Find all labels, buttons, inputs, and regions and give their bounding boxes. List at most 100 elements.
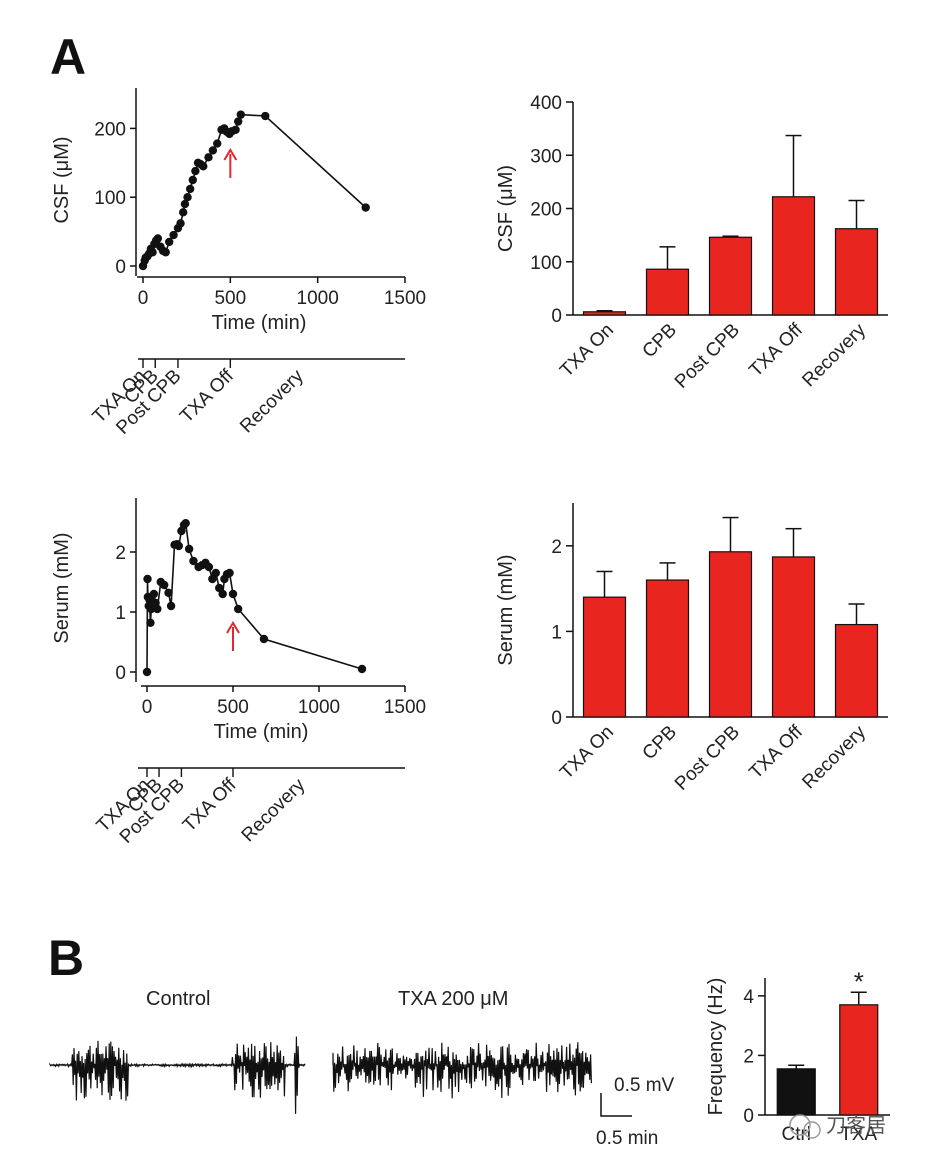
data-point <box>236 110 246 119</box>
bar <box>834 228 879 316</box>
data-point <box>218 589 227 599</box>
bar <box>839 1004 879 1116</box>
data-point <box>153 604 162 614</box>
y-axis-label: Serum (mM) <box>495 554 517 665</box>
red-arrow-head-icon <box>223 148 238 161</box>
y-tick-label: 0 <box>115 663 126 684</box>
category-label: Recovery <box>798 721 870 793</box>
txa-trace <box>332 1042 592 1099</box>
data-point <box>153 234 163 243</box>
data-point <box>165 237 174 247</box>
data-point <box>213 139 222 148</box>
data-point <box>142 667 152 677</box>
phase-label: TXA Off <box>176 365 238 427</box>
x-tick-label: 500 <box>217 697 249 718</box>
control-trace <box>49 1036 306 1114</box>
data-point <box>261 111 270 121</box>
data-point <box>185 184 195 194</box>
data-point <box>174 541 184 551</box>
serum-time-chart: 0 1 2 0 500 1000 1500 Time (min) Serum (mM) TXA O… <box>51 498 426 848</box>
category-label: TXA Off <box>745 721 807 783</box>
y-tick-label: 4 <box>743 987 754 1008</box>
y-tick-label: 100 <box>530 253 562 274</box>
y-tick-label: 0 <box>115 257 126 278</box>
data-point <box>211 568 220 578</box>
data-line <box>142 113 367 267</box>
phase-label: Recovery <box>238 774 310 846</box>
category-label: TXA Off <box>745 319 807 381</box>
red-arrow-head-icon <box>226 621 240 634</box>
category-label: TXA On <box>556 722 618 784</box>
data-point <box>204 153 213 162</box>
data-point <box>204 562 214 572</box>
y-tick-label: 1 <box>551 622 562 643</box>
watermark-icon <box>789 1114 811 1136</box>
bar <box>645 579 690 718</box>
data-point <box>189 556 198 566</box>
scale-bar-min-label: 0.5 min <box>596 1128 658 1149</box>
panel-label-a: A <box>50 29 86 85</box>
control-trace-title: Control <box>146 988 210 1010</box>
y-tick-label: 1 <box>115 603 126 624</box>
y-axis-label: CSF (μM) <box>51 136 73 223</box>
watermark-icon-2 <box>803 1121 821 1139</box>
y-tick-label: 0 <box>743 1106 754 1127</box>
scale-bar <box>600 1093 632 1117</box>
data-point <box>166 601 176 611</box>
data-point <box>357 664 367 674</box>
category-label: Post CPB <box>671 722 744 795</box>
watermark: 刀客居 <box>789 1114 886 1139</box>
y-tick-label: 300 <box>530 146 562 167</box>
phase-label: Recovery <box>236 365 308 437</box>
csf-time-chart: 0 100 200 0 500 1000 1500 Time (min) CSF (μM) TXA… <box>51 88 426 439</box>
bar <box>582 596 627 718</box>
data-point <box>208 146 218 155</box>
category-label: CPB <box>639 722 681 764</box>
data-point <box>148 248 157 257</box>
data-point <box>161 248 170 257</box>
x-axis-label: Time (min) <box>214 721 309 743</box>
category-label: TXA <box>840 1124 877 1145</box>
y-tick-label: 400 <box>530 93 562 114</box>
category-label: Recovery <box>798 319 870 391</box>
bar <box>771 196 816 316</box>
data-point <box>181 519 190 528</box>
y-tick-label: 2 <box>743 1046 754 1067</box>
y-tick-label: 0 <box>551 708 562 729</box>
txa-trace-title: TXA 200 μM <box>398 988 508 1010</box>
data-point <box>160 580 169 590</box>
bar <box>708 236 753 316</box>
significance-marker: * <box>854 966 864 996</box>
y-tick-label: 100 <box>94 188 126 209</box>
y-tick-label: 0 <box>551 306 562 327</box>
x-tick-label: 0 <box>138 288 149 309</box>
category-label: CPB <box>639 320 681 362</box>
bar <box>708 551 753 718</box>
data-point <box>164 588 173 597</box>
data-point <box>180 199 190 209</box>
data-point <box>361 203 370 212</box>
data-point <box>191 166 200 176</box>
data-point <box>199 162 208 171</box>
y-axis-label: Frequency (Hz) <box>705 978 727 1116</box>
data-point <box>184 544 194 554</box>
scale-bar-mv-label: 0.5 mV <box>614 1075 675 1096</box>
category-label: Post CPB <box>671 320 744 393</box>
data-point <box>233 117 243 126</box>
data-point <box>169 230 178 240</box>
phase-label: TXA Off <box>179 774 241 836</box>
x-tick-label: 1500 <box>384 288 426 309</box>
data-point <box>225 568 234 578</box>
x-tick-label: 1000 <box>298 697 340 718</box>
bar <box>582 311 627 316</box>
data-point <box>146 618 155 627</box>
category-label: TXA On <box>556 320 618 382</box>
electrophysiology-traces: Control TXA 200 μM 0.5 mV 0.5 min <box>49 988 675 1149</box>
data-point <box>176 219 185 228</box>
data-point <box>178 208 188 217</box>
watermark-text: 刀客居 <box>826 1114 886 1137</box>
data-point <box>231 125 240 134</box>
data-point <box>183 193 192 202</box>
